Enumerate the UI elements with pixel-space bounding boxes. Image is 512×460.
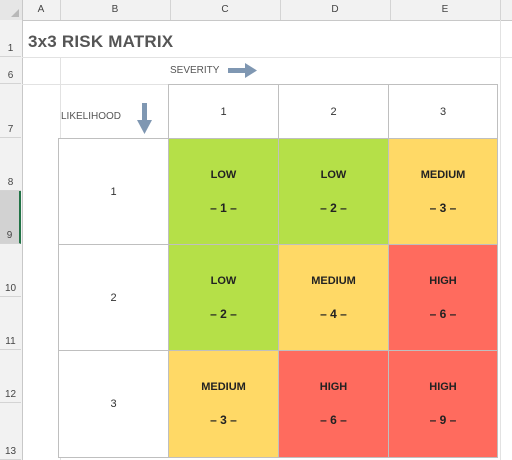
column-header-bar: A B C D E xyxy=(0,0,512,21)
row-header-8[interactable]: 8 xyxy=(0,138,21,191)
severity-header-3: 3 xyxy=(388,84,498,139)
risk-score: – 4 – xyxy=(320,306,347,321)
risk-cell-1-2[interactable]: LOW – 2 – xyxy=(278,138,389,245)
risk-level-label: MEDIUM xyxy=(201,381,246,393)
likelihood-header-2: 2 xyxy=(58,244,169,351)
risk-score: – 3 – xyxy=(429,200,457,215)
risk-cell-3-2[interactable]: HIGH – 6 – xyxy=(278,350,389,458)
row-header-13[interactable]: 13 xyxy=(0,403,21,460)
risk-score: – 3 – xyxy=(210,413,237,427)
row-header-1[interactable]: 1 xyxy=(0,20,21,57)
risk-cell-2-2[interactable]: MEDIUM – 4 – xyxy=(278,244,389,351)
row-header-6[interactable]: 6 xyxy=(0,57,21,84)
risk-score: – 1 – xyxy=(210,200,237,215)
column-header-c[interactable]: C xyxy=(170,0,281,20)
gridline xyxy=(22,57,512,58)
risk-score: – 6 – xyxy=(429,306,457,321)
gridline xyxy=(500,20,501,460)
risk-level-label: LOW xyxy=(210,274,237,287)
risk-score: – 2 – xyxy=(210,306,237,321)
arrow-down-icon xyxy=(137,103,152,134)
severity-header-2: 2 xyxy=(278,84,389,139)
risk-cell-2-3[interactable]: HIGH – 6 – xyxy=(388,244,498,351)
severity-label: SEVERITY xyxy=(170,65,220,76)
risk-level-label: MEDIUM xyxy=(420,168,466,181)
row-header-11[interactable]: 11 xyxy=(0,297,21,350)
row-header-9[interactable]: 9 xyxy=(0,191,21,244)
page-title: 3x3 RISK MATRIX xyxy=(28,32,174,51)
arrow-right-icon xyxy=(228,63,257,78)
row-header-10[interactable]: 10 xyxy=(0,244,21,297)
risk-cell-1-3[interactable]: MEDIUM – 3 – xyxy=(388,138,498,245)
risk-cell-2-1[interactable]: LOW – 2 – xyxy=(168,244,279,351)
risk-cell-1-1[interactable]: LOW – 1 – xyxy=(168,138,279,245)
gridline xyxy=(22,84,168,85)
risk-score: – 9 – xyxy=(429,413,457,427)
risk-level-label: MEDIUM xyxy=(311,274,356,287)
severity-header-1: 1 xyxy=(168,84,279,139)
column-header-e[interactable]: E xyxy=(390,0,501,20)
row-header-12[interactable]: 12 xyxy=(0,350,21,403)
select-all-corner[interactable] xyxy=(0,0,23,20)
risk-level-label: HIGH xyxy=(429,274,457,287)
column-header-d[interactable]: D xyxy=(280,0,391,20)
risk-score: – 2 – xyxy=(320,200,347,215)
likelihood-label: LIKELIHOOD xyxy=(61,111,122,122)
likelihood-header-3: 3 xyxy=(58,350,169,458)
column-header-a[interactable]: A xyxy=(22,0,61,20)
likelihood-header-1: 1 xyxy=(58,138,169,245)
risk-score: – 6 – xyxy=(320,413,347,427)
row-header-bar: 1 6 7 8 9 10 11 12 13 xyxy=(0,20,23,460)
risk-level-label: HIGH xyxy=(429,381,457,393)
row-header-7[interactable]: 7 xyxy=(0,84,21,138)
risk-cell-3-3[interactable]: HIGH – 9 – xyxy=(388,350,498,458)
risk-level-label: HIGH xyxy=(319,381,348,393)
risk-level-label: LOW xyxy=(320,168,347,181)
risk-cell-3-1[interactable]: MEDIUM – 3 – xyxy=(168,350,279,458)
column-header-b[interactable]: B xyxy=(60,0,171,20)
risk-level-label: LOW xyxy=(210,168,237,181)
